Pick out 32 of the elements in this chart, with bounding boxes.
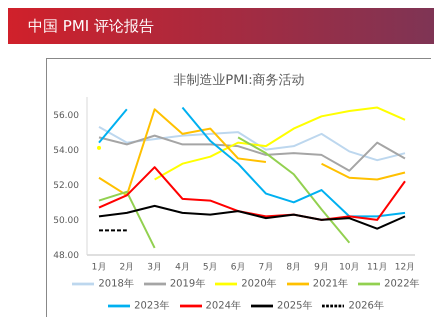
y-tick-label: 54.00	[53, 146, 80, 156]
y-tick-label: 48.00	[53, 251, 80, 262]
legend-label: 2026年	[348, 300, 384, 312]
x-tick-label: 2月	[119, 262, 134, 272]
y-tick-label: 52.00	[53, 180, 80, 191]
legend-label: 2021年	[312, 278, 348, 290]
line-series	[98, 134, 406, 172]
x-tick-label: 1月	[92, 262, 106, 272]
x-tick-label: 5月	[202, 262, 218, 272]
x-tick-label: 7月	[258, 262, 274, 272]
legend-label: 2020年	[241, 278, 277, 290]
legend-label: 2019年	[170, 278, 206, 290]
legend-label: 2018年	[98, 278, 134, 290]
chart-title: 中国 PMI 评论报告	[8, 8, 434, 44]
x-tick-label: 3月	[147, 262, 162, 272]
legend-label: 2025年	[277, 300, 312, 312]
line-series	[98, 204, 406, 230]
x-tick-label: 6月	[230, 262, 246, 272]
x-tick-label: 12月	[394, 262, 416, 272]
y-tick-label: 56.00	[53, 110, 80, 121]
legend-label: 2023年	[134, 300, 170, 312]
x-tick-label: 11月	[366, 262, 388, 272]
line-series	[98, 166, 406, 221]
legend-label: 2022年	[384, 278, 420, 290]
y-tick-label: 50.00	[53, 216, 80, 226]
x-tick-label: 9月	[314, 262, 329, 272]
x-tick-label: 10月	[339, 262, 360, 272]
legend-label: 2024年	[206, 300, 241, 312]
chart-subtitle: 非制造业PMI:商务活动	[172, 72, 306, 89]
x-tick-label: 4月	[175, 262, 190, 272]
x-tick-label: 8月	[286, 262, 302, 272]
line-series	[98, 126, 406, 162]
